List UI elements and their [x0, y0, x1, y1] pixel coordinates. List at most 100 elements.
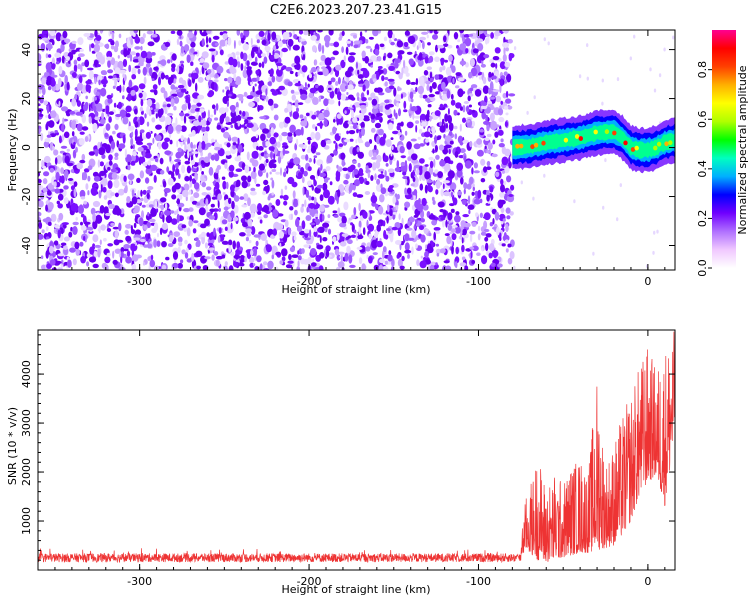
- noise-speck: [86, 226, 94, 231]
- noise-speck: [301, 65, 308, 73]
- noise-speck: [404, 201, 411, 208]
- noise-speck: [61, 222, 69, 226]
- noise-speck: [419, 94, 424, 99]
- noise-speck: [491, 153, 498, 158]
- noise-speck: [488, 252, 493, 259]
- noise-speck: [257, 203, 262, 212]
- noise-speck: [484, 95, 488, 105]
- noise-speck: [190, 104, 198, 109]
- noise-speck: [318, 112, 326, 121]
- snr-frame: [37, 329, 676, 571]
- noise-speck: [297, 71, 300, 77]
- noise-speck: [177, 262, 183, 269]
- signal-hotspot: [664, 141, 669, 147]
- noise-speck: [435, 262, 438, 266]
- noise-speck: [296, 138, 299, 146]
- noise-speck: [443, 156, 451, 166]
- noise-speck: [319, 252, 325, 259]
- x-tick-label: 0: [644, 575, 651, 588]
- noise-speck: [372, 252, 378, 256]
- noise-speck: [246, 233, 252, 237]
- noise-speck: [505, 207, 511, 214]
- noise-speck: [444, 162, 451, 172]
- noise-speck: [358, 176, 365, 184]
- noise-speck: [250, 249, 254, 256]
- noise-speck: [254, 56, 258, 63]
- noise-speck: [147, 160, 152, 166]
- noise-speck: [140, 189, 143, 197]
- noise-speck: [230, 251, 235, 256]
- noise-speck: [281, 39, 287, 44]
- noise-speck: [394, 167, 401, 173]
- noise-speck: [419, 36, 426, 41]
- signal-hotspot: [604, 129, 610, 135]
- noise-speck: [448, 130, 453, 136]
- noise-speck: [268, 76, 272, 82]
- noise-speck: [126, 196, 131, 204]
- noise-speck: [297, 172, 302, 178]
- noise-speck: [279, 260, 284, 265]
- snr-plot-area: [38, 331, 675, 564]
- noise-speck: [49, 167, 55, 173]
- noise-speck: [447, 108, 450, 115]
- noise-speck: [433, 180, 436, 186]
- noise-speck: [88, 116, 92, 124]
- noise-speck: [420, 218, 425, 223]
- noise-speck: [452, 77, 455, 84]
- noise-speck: [201, 235, 206, 245]
- noise-speck: [136, 177, 141, 183]
- noise-speck: [485, 114, 488, 123]
- noise-speck: [107, 59, 111, 68]
- noise-speck: [382, 250, 385, 259]
- noise-speck: [110, 31, 113, 35]
- noise-speck: [187, 243, 192, 250]
- noise-speck: [85, 83, 89, 92]
- noise-speck: [428, 232, 432, 237]
- noise-speck: [74, 241, 80, 250]
- noise-speck: [483, 220, 488, 230]
- noise-speck: [81, 126, 89, 131]
- noise-speck: [395, 112, 398, 120]
- noise-speck: [226, 248, 229, 253]
- noise-speck: [394, 58, 401, 64]
- noise-speck: [236, 30, 241, 36]
- noise-speck: [142, 189, 147, 195]
- noise-speck: [133, 237, 141, 241]
- noise-speck: [210, 114, 214, 118]
- noise-speck: [395, 94, 402, 101]
- noise-speck: [336, 266, 341, 270]
- noise-speck: [382, 246, 387, 253]
- noise-speck: [293, 198, 298, 204]
- noise-speck: [426, 34, 429, 39]
- noise-speck: [381, 266, 389, 270]
- noise-speck: [291, 94, 296, 101]
- noise-speck: [42, 87, 46, 96]
- noise-speck: [242, 221, 249, 228]
- noise-speck: [202, 135, 205, 142]
- noise-speck: [526, 110, 529, 115]
- noise-speck: [163, 188, 171, 193]
- noise-speck: [483, 54, 490, 59]
- noise-speck: [125, 154, 132, 164]
- noise-speck: [290, 89, 295, 94]
- noise-speck: [419, 183, 424, 191]
- noise-speck: [373, 264, 379, 270]
- noise-speck: [224, 261, 228, 267]
- noise-speck: [251, 77, 258, 82]
- noise-speck: [63, 169, 69, 179]
- noise-speck: [396, 40, 404, 48]
- noise-speck: [464, 160, 472, 169]
- noise-speck: [388, 153, 394, 161]
- signal-hotspot: [630, 147, 636, 152]
- noise-speck: [239, 110, 242, 115]
- noise-speck: [337, 207, 341, 216]
- noise-speck: [415, 125, 418, 133]
- noise-speck: [92, 101, 95, 110]
- noise-speck: [376, 154, 382, 163]
- noise-speck: [220, 128, 226, 133]
- noise-speck: [158, 76, 161, 86]
- noise-speck: [113, 102, 117, 108]
- noise-speck: [383, 155, 389, 163]
- noise-speck: [454, 150, 459, 158]
